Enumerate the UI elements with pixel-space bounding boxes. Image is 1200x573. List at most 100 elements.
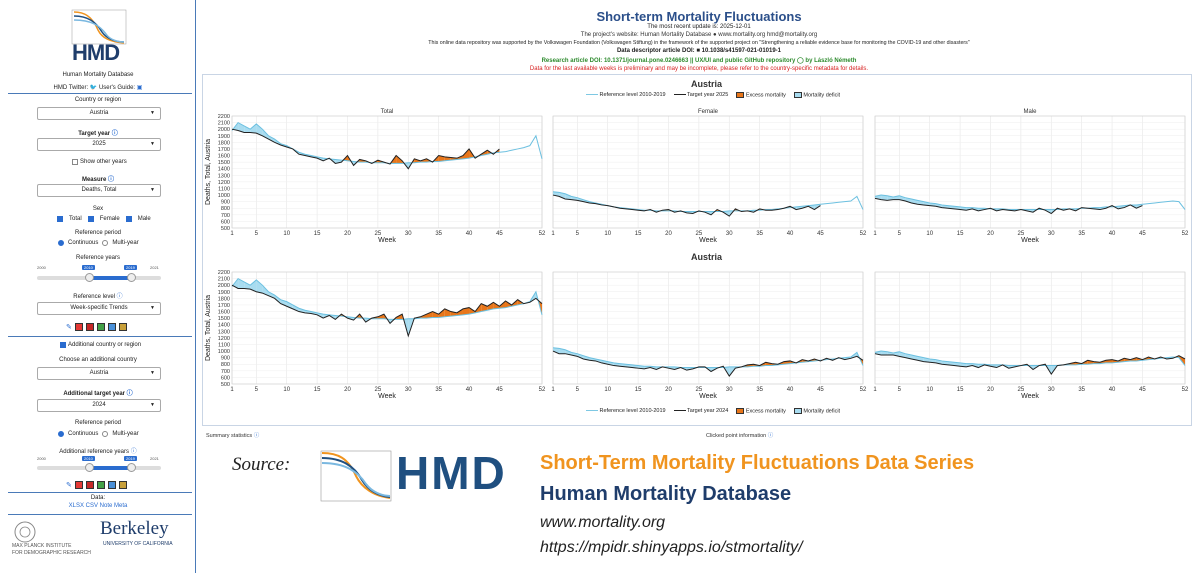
summary-statistics-tab[interactable]: Summary statistics ⓘ	[206, 431, 259, 439]
note-link[interactable]: Note	[99, 503, 113, 509]
x-tick-label: 15	[314, 231, 321, 237]
subplot-title: Male	[1023, 109, 1037, 115]
country-select[interactable]: Austria ▼	[37, 107, 161, 120]
swatch-darkred[interactable]	[85, 323, 94, 331]
swatch-red[interactable]	[74, 481, 83, 489]
source-org: Human Mortality Database	[540, 483, 792, 505]
descriptor-text[interactable]: Data descriptor article DOI: ■ 10.1038/s…	[616, 48, 782, 54]
checkbox-box[interactable]	[72, 159, 78, 165]
pencil-icon[interactable]: ✎	[66, 324, 72, 331]
additional-country-checkbox[interactable]: Additional country or region	[60, 342, 141, 348]
deficit-area	[250, 123, 257, 134]
measure-value: Deaths, Total	[81, 187, 117, 193]
legend-excess-swatch	[736, 92, 745, 98]
x-tick-label: 40	[466, 231, 473, 237]
slider-handle-from[interactable]	[85, 463, 94, 472]
twitter-link[interactable]: HMD Twitter:	[53, 85, 89, 91]
deficit-area	[292, 304, 299, 312]
excess-area	[432, 311, 439, 318]
slider-handle-from[interactable]	[85, 273, 94, 282]
slider-handle-to[interactable]	[127, 463, 136, 472]
target-year-value: 2025	[92, 141, 106, 147]
ref-years-slider[interactable]	[37, 273, 161, 282]
add-ref-continuous-radio[interactable]	[58, 431, 64, 437]
y-tick-label: 1400	[218, 323, 230, 329]
charts-svg[interactable]: 1 5 10 15 20 25 30 35 40 45 5250060070080090010001…	[198, 0, 1200, 440]
mpi-logo-icon	[14, 521, 36, 543]
deficit-area	[559, 192, 566, 200]
show-other-years-checkbox[interactable]: Show other years	[72, 159, 127, 165]
legend-ref: Reference level 2010-2019	[586, 92, 666, 98]
ref-level-select[interactable]: Week-specific Trends ▼	[37, 302, 161, 315]
x-axis-label: Week	[699, 237, 717, 244]
source-url[interactable]: www.mortality.org	[540, 514, 666, 531]
swatch-green[interactable]	[96, 323, 105, 331]
x-tick-label: 52	[860, 387, 867, 393]
csv-link[interactable]: CSV	[85, 503, 98, 509]
x-tick-label: 40	[466, 387, 473, 393]
swatch-darkred[interactable]	[85, 481, 94, 489]
y-tick-label: 700	[221, 213, 230, 219]
x-tick-label: 35	[1078, 387, 1085, 393]
page-title: Short-term Mortality Fluctuations	[596, 9, 802, 24]
x-tick-label: 10	[926, 231, 933, 237]
source-app-url[interactable]: https://mpidr.shinyapps.io/stmortality/	[540, 539, 803, 556]
swatch-gold[interactable]	[118, 481, 127, 489]
legend-target-label: Target year 2025	[687, 92, 729, 99]
sex-female-checkbox[interactable]	[87, 216, 94, 222]
divider	[8, 336, 192, 337]
sex-male-checkbox[interactable]	[125, 216, 132, 222]
info-icon[interactable]: ⓘ	[767, 433, 774, 439]
swatch-blue[interactable]	[107, 481, 116, 489]
research-text[interactable]: Research article DOI: 10.1371/journal.po…	[541, 58, 857, 64]
add-ref-min: 2000	[37, 456, 46, 461]
twitter-icon[interactable]: 🐦	[89, 85, 98, 91]
website-text[interactable]: The project's website: Human Mortality D…	[580, 32, 818, 38]
info-icon[interactable]: ⓘ	[130, 449, 137, 455]
swatch-blue[interactable]	[107, 323, 116, 331]
clicked-point-tab[interactable]: Clicked point information ⓘ	[706, 431, 773, 439]
target-line	[552, 350, 864, 377]
add-year-select[interactable]: 2024 ▼	[37, 399, 161, 412]
measure-select[interactable]: Deaths, Total ▼	[37, 184, 161, 197]
info-icon[interactable]: ⓘ	[126, 391, 133, 397]
target-year-select[interactable]: 2025 ▼	[37, 138, 161, 151]
sex-female-label: Female	[99, 216, 120, 222]
add-ref-multiyear-radio[interactable]	[102, 431, 109, 437]
info-icon[interactable]: ⓘ	[116, 294, 123, 300]
source-banner: Source: HMD Short-Term Mortality Fluctua…	[198, 440, 1200, 573]
info-icon[interactable]: ⓘ	[108, 177, 115, 183]
swatch-gold[interactable]	[118, 323, 127, 331]
ref-continuous-radio[interactable]	[58, 240, 64, 246]
swatch-green[interactable]	[96, 481, 105, 489]
info-icon[interactable]: ⓘ	[253, 433, 260, 439]
info-icon[interactable]: ⓘ	[111, 131, 118, 137]
xlsx-link[interactable]: XLSX	[68, 503, 84, 509]
x-tick-label: 25	[696, 231, 703, 237]
x-tick-label: 1	[230, 231, 234, 237]
meta-link[interactable]: Meta	[114, 503, 128, 509]
y-tick-label: 1200	[218, 336, 230, 342]
x-tick-label: 30	[405, 231, 412, 237]
x-tick-label: 1	[873, 231, 877, 237]
add-ref-to-label: 2019	[124, 456, 137, 461]
swatch-red[interactable]	[74, 323, 83, 331]
x-tick-label: 40	[787, 387, 794, 393]
pencil-icon[interactable]: ✎	[66, 482, 72, 489]
divider	[8, 93, 192, 94]
add-ref-years-slider[interactable]	[37, 463, 161, 472]
deficit-area	[286, 301, 293, 309]
add-country-select[interactable]: Austria ▼	[37, 367, 161, 380]
ref-multiyear-radio[interactable]	[102, 240, 109, 246]
guide-icon[interactable]: ▣	[136, 85, 143, 91]
y-tick-label: 1900	[218, 134, 230, 140]
warning-text: Data for the last available weeks is pre…	[529, 66, 869, 72]
sex-total-checkbox[interactable]	[57, 216, 63, 222]
checkbox-box[interactable]	[60, 342, 66, 348]
sex-total-label: Total	[69, 216, 82, 222]
guide-link[interactable]: User's Guide:	[98, 85, 136, 91]
source-hmd-logo: HMD	[396, 447, 507, 499]
slider-handle-to[interactable]	[127, 273, 136, 282]
ref-years-max: 2021	[150, 265, 159, 270]
x-tick-label: 30	[1048, 231, 1055, 237]
